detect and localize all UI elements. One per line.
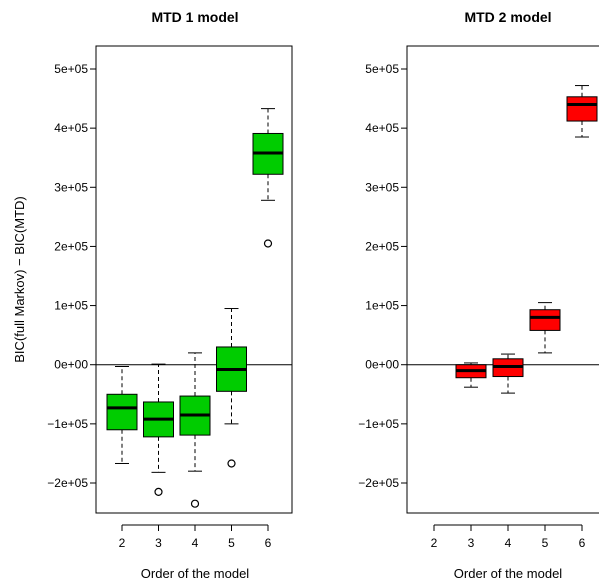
box-5	[529, 302, 561, 354]
box-body	[106, 393, 138, 431]
outlier-point	[263, 239, 273, 248]
x-tick-label: 5	[542, 536, 549, 550]
box-5	[216, 308, 247, 468]
box-4	[179, 352, 211, 508]
x-tick-label: 3	[468, 536, 475, 550]
x-tick-label: 4	[505, 536, 512, 550]
outlier-point	[154, 487, 163, 496]
y-axis-title: BIC(full Markov) − BIC(MTD)	[12, 196, 27, 362]
box-6	[566, 85, 598, 138]
y-tick-label: −2e+05	[47, 476, 88, 490]
y-tick-label: 4e+05	[54, 121, 88, 135]
y-tick-label: 3e+05	[365, 180, 399, 194]
outlier-point	[190, 499, 200, 508]
y-tick-label: −1e+05	[47, 417, 88, 431]
y-tick-label: −1e+05	[358, 417, 399, 431]
y-tick-label: −2e+05	[358, 476, 399, 490]
plot-frame	[95, 45, 293, 514]
y-tick-label: 1e+05	[365, 299, 399, 313]
x-tick-label: 4	[192, 536, 199, 550]
y-tick-label: 3e+05	[54, 180, 88, 194]
box-3	[455, 362, 487, 388]
box-4	[492, 353, 524, 394]
x-tick-label: 2	[119, 536, 126, 550]
y-tick-label: 4e+05	[365, 121, 399, 135]
y-tick-label: 5e+05	[54, 62, 88, 76]
x-tick-label: 2	[431, 536, 438, 550]
x-tick-label: 6	[579, 536, 586, 550]
box-6	[252, 108, 284, 248]
box-body	[529, 309, 561, 331]
x-axis-title: Order of the model	[454, 566, 562, 581]
box-body	[566, 96, 598, 122]
y-tick-label: 5e+05	[365, 62, 399, 76]
y-tick-label: 1e+05	[54, 299, 88, 313]
box-2	[106, 365, 138, 464]
y-tick-label: 2e+05	[54, 239, 88, 253]
x-tick-label: 6	[265, 536, 272, 550]
x-tick-label: 5	[228, 536, 235, 550]
panel-mtd1: MTD 1 model −2e+05 −1e+05 0e+00 1e+05 2e+05 3e…	[12, 9, 293, 581]
y-tick-label: 2e+05	[365, 239, 399, 253]
y-tick-label: 0e+00	[54, 358, 88, 372]
outlier-point	[227, 459, 236, 468]
panel-mtd2: MTD 2 model −2e+05 −1e+05 0e+00 1e+05 2e+05 3e…	[358, 9, 599, 581]
x-tick-label: 3	[155, 536, 162, 550]
box-3	[143, 363, 174, 496]
panel-title: MTD 1 model	[151, 9, 238, 25]
y-tick-label: 0e+00	[365, 358, 399, 372]
panel-title: MTD 2 model	[464, 9, 551, 25]
x-axis-title: Order of the model	[141, 566, 249, 581]
